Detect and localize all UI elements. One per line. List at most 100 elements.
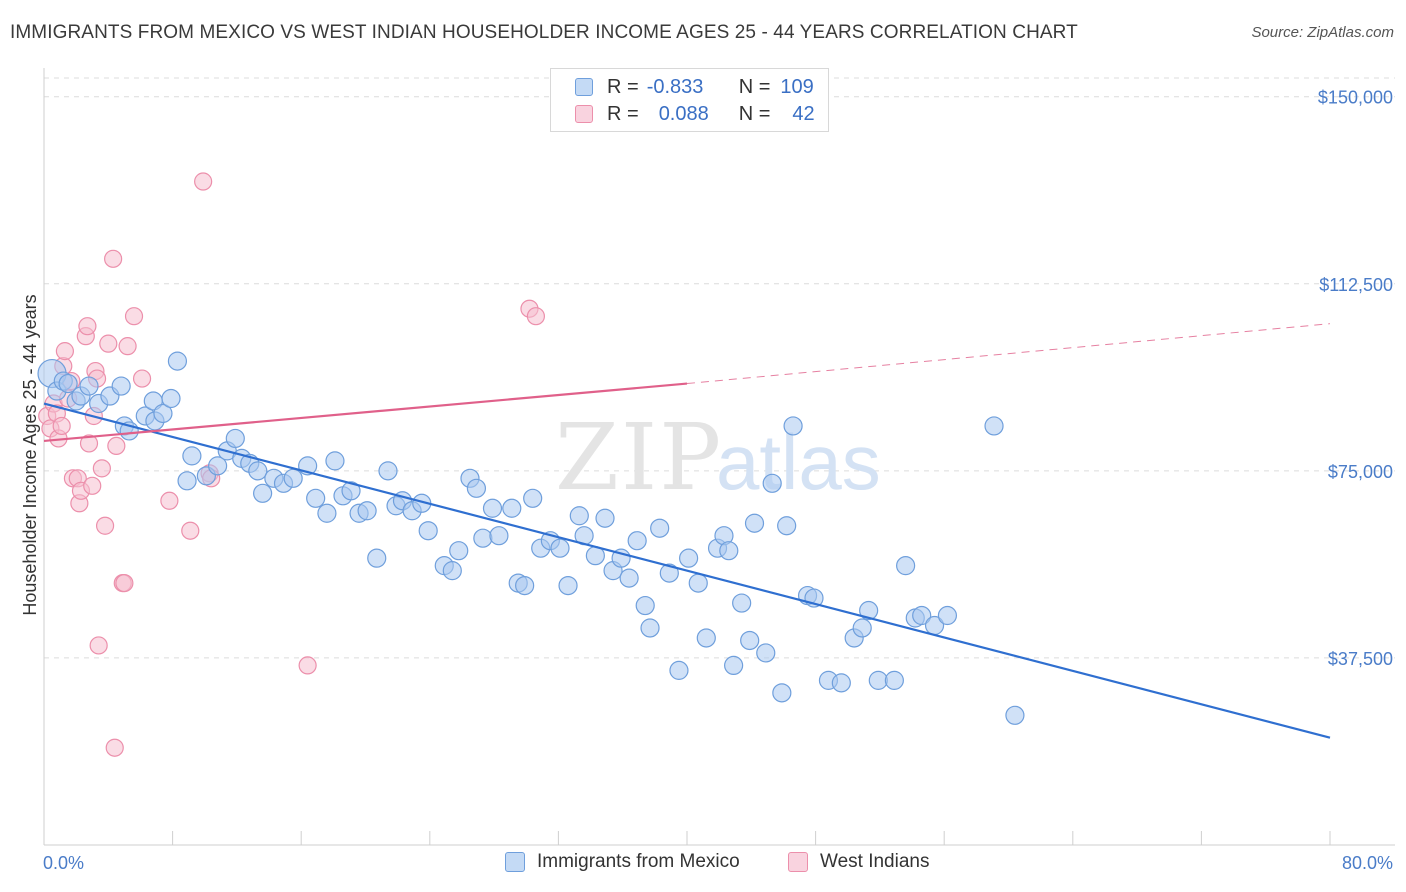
mexico-point xyxy=(473,528,493,548)
mexico-point xyxy=(367,548,387,568)
mexico-point xyxy=(341,481,361,501)
y-tick-label: $75,000 xyxy=(1328,462,1393,482)
west-indians-point xyxy=(181,521,200,540)
mexico-point xyxy=(182,446,202,466)
west-indians-point xyxy=(115,573,134,593)
mexico-point xyxy=(984,416,1004,436)
west-indians-point xyxy=(105,738,124,757)
west-indians-point xyxy=(99,334,118,353)
mexico-point xyxy=(640,618,660,638)
mexico-point xyxy=(912,605,932,626)
west-indians-point xyxy=(107,436,126,456)
legend-r-value: 0.088 xyxy=(658,102,709,125)
mexico-point xyxy=(783,416,803,436)
mexico-point xyxy=(111,376,131,396)
x-tick-label-max: 80.0% xyxy=(1342,853,1393,873)
legend-swatch-pink xyxy=(788,852,808,872)
mexico-point xyxy=(306,488,326,508)
mexico-point xyxy=(719,541,739,561)
mexico-point xyxy=(868,670,888,690)
mexico-point xyxy=(679,548,699,568)
west-indians-point xyxy=(55,342,74,361)
west-indians-point xyxy=(79,434,99,453)
mexico-point xyxy=(317,503,337,523)
y-tick-label: $112,500 xyxy=(1319,275,1393,295)
mexico-point xyxy=(1005,705,1025,725)
legend-r-value: -0.833 xyxy=(646,75,704,98)
watermark-zip: ZIP xyxy=(555,404,723,511)
chart-title: IMMIGRANTS FROM MEXICO VS WEST INDIAN HO… xyxy=(10,22,1078,43)
mexico-point xyxy=(744,513,765,533)
mexico-point xyxy=(756,643,776,663)
legend-n-label: N = xyxy=(738,75,771,98)
mexico-point xyxy=(58,373,78,394)
mexico-point xyxy=(177,471,197,491)
mexico-point xyxy=(325,451,345,471)
legend-n-label: N = xyxy=(738,102,771,125)
mexico-point xyxy=(627,531,647,551)
legend-n-value: 42 xyxy=(792,102,815,125)
west-indians-point xyxy=(52,416,71,436)
mexico-point xyxy=(378,461,398,481)
mexico-point xyxy=(659,563,679,583)
mexico-point xyxy=(253,483,273,503)
west-indians-point xyxy=(132,369,152,388)
mexico-point xyxy=(515,575,535,596)
mexico-point xyxy=(558,575,578,596)
mexico-point xyxy=(550,538,570,558)
mexico-point xyxy=(153,403,173,424)
mexico-point xyxy=(696,628,716,648)
mexico-point xyxy=(449,541,469,561)
mexico-point xyxy=(650,518,670,538)
legend-item-west-indians: West Indians xyxy=(788,851,929,873)
mexico-point xyxy=(79,376,99,396)
watermark: ZIP atlas xyxy=(555,404,881,511)
y-tick-label: $37,500 xyxy=(1328,649,1393,669)
west-indians-point xyxy=(92,459,111,478)
mexico-point xyxy=(740,630,760,651)
y-tick-labels: $37,500 $75,000 $112,500 $150,000 xyxy=(1318,88,1393,669)
mexico-point xyxy=(357,501,377,521)
mexico-point xyxy=(896,556,916,576)
legend-swatch-blue xyxy=(575,78,593,96)
mexico-point xyxy=(635,595,655,616)
y-tick-label: $150,000 xyxy=(1318,88,1393,108)
legend-swatch-blue xyxy=(505,852,525,872)
legend-swatch-pink xyxy=(575,105,593,123)
x-tick-label-min: 0.0% xyxy=(43,853,84,873)
mexico-point xyxy=(724,655,744,676)
mexico-point xyxy=(442,561,462,581)
mexico-point xyxy=(167,351,188,371)
west-indians-point xyxy=(95,516,115,535)
mexico-point xyxy=(569,506,589,526)
mexico-point xyxy=(595,508,615,528)
west-indians-point xyxy=(89,636,108,655)
west-indians-point xyxy=(124,307,144,326)
mexico-point xyxy=(688,573,708,593)
mexico-point xyxy=(762,473,782,493)
legend-item-mexico: Immigrants from Mexico xyxy=(505,851,740,873)
legend-n-value: 109 xyxy=(780,75,814,98)
west-indians-point xyxy=(526,307,545,326)
axes xyxy=(43,68,1395,846)
mexico-point xyxy=(466,478,487,498)
west-indians-point xyxy=(118,337,137,356)
mexico-point xyxy=(859,600,879,621)
west-indians-point xyxy=(104,249,123,268)
mexico-point xyxy=(669,660,689,680)
west-indians-trendline-extension xyxy=(686,323,1331,385)
mexico-point xyxy=(502,498,522,518)
mexico-point xyxy=(732,593,752,613)
west-indians-point xyxy=(160,491,179,510)
mexico-point xyxy=(225,428,245,449)
mexico-point xyxy=(248,461,268,481)
west-indians-point xyxy=(194,172,213,191)
mexico-point xyxy=(283,468,303,488)
mexico-point xyxy=(523,488,543,508)
west-indians-point xyxy=(298,656,317,675)
legend-item-label: Immigrants from Mexico xyxy=(537,851,740,872)
west-indians-point xyxy=(78,317,97,336)
mexico-point xyxy=(772,683,792,703)
mexico-point xyxy=(489,526,509,546)
